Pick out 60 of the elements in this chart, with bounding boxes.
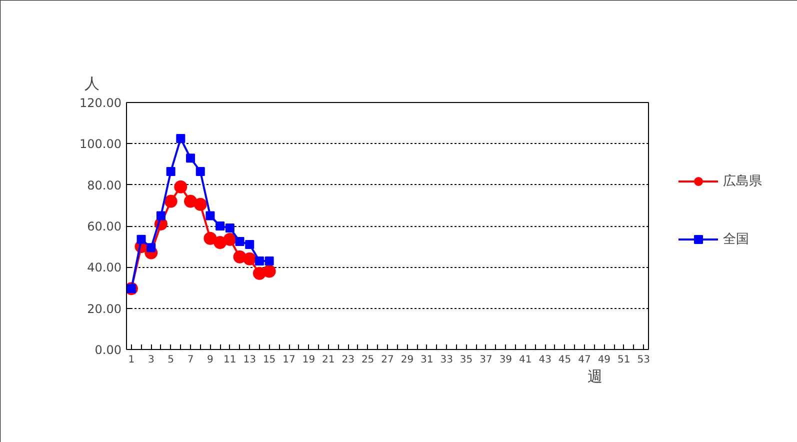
legend-label: 全国 — [723, 231, 749, 248]
x-tick-label: 31 — [420, 354, 434, 366]
y-tick-label: 80.00 — [87, 178, 122, 192]
point — [216, 222, 225, 230]
point — [166, 166, 176, 176]
x-tick-label: 13 — [243, 354, 256, 366]
point — [254, 256, 264, 266]
point — [206, 211, 215, 220]
x-tick-label: 5 — [168, 354, 174, 366]
x-tick-label: 17 — [282, 354, 296, 366]
x-tick-label: 49 — [598, 354, 611, 366]
x-tick-label: 51 — [618, 354, 630, 366]
point — [164, 194, 178, 208]
point — [146, 243, 156, 252]
x-tick-label: 9 — [207, 354, 214, 366]
point — [204, 232, 217, 245]
x-tick-label: 43 — [538, 354, 552, 366]
y-tick-label: 60.00 — [87, 220, 122, 234]
point — [174, 180, 188, 194]
x-tick-label: 21 — [322, 354, 335, 366]
x-tick-label: 23 — [342, 354, 354, 366]
x-tick-label: 37 — [480, 354, 492, 366]
point — [186, 154, 196, 163]
point — [214, 236, 227, 249]
x-tick-label: 7 — [187, 354, 194, 366]
x-tick-label: 47 — [578, 354, 591, 366]
x-tick-label: 41 — [519, 354, 532, 366]
point — [243, 252, 256, 266]
y-tick-label: 100.00 — [80, 137, 122, 152]
point — [235, 236, 244, 246]
x-tick-label: 19 — [302, 354, 316, 366]
y-tick-label: 20.00 — [87, 302, 122, 316]
legend-label: 広島県 — [723, 173, 762, 190]
point — [156, 211, 166, 220]
y-tick-label: 40.00 — [87, 260, 122, 275]
x-tick-label: 11 — [224, 354, 236, 366]
point — [223, 232, 236, 246]
x-tick-label: 35 — [460, 354, 473, 366]
point — [264, 256, 274, 266]
point — [262, 264, 276, 278]
x-tick-label: 1 — [128, 354, 135, 366]
point — [194, 198, 207, 211]
point — [245, 240, 254, 250]
x-tick-label: 15 — [262, 354, 276, 366]
y-tick-label: 0.00 — [94, 343, 122, 357]
x-tick-label: 45 — [558, 354, 572, 366]
y-axis-title: 人 — [84, 74, 100, 92]
x-tick-label: 39 — [499, 354, 512, 366]
x-tick-label: 25 — [361, 354, 374, 366]
y-tick-label: 120.00 — [80, 96, 122, 110]
x-tick-label: 27 — [381, 354, 394, 366]
x-tick-label: 53 — [637, 354, 650, 366]
x-tick-label: 29 — [400, 354, 414, 366]
x-axis-title: 週 — [588, 368, 602, 386]
point — [136, 234, 146, 244]
point — [196, 166, 205, 176]
point — [225, 224, 234, 233]
x-tick-label: 3 — [148, 354, 154, 366]
x-tick-label: 33 — [440, 354, 453, 366]
point — [176, 134, 186, 144]
